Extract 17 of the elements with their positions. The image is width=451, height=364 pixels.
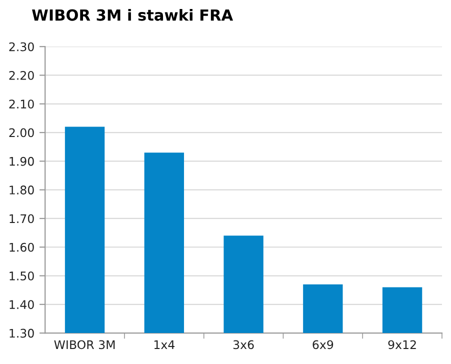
x-tick-label: 3x6	[233, 340, 254, 350]
y-tick-label: 1.70	[10, 214, 34, 224]
y-tick-label: 1.80	[10, 186, 34, 194]
y-tick-label: 2.20	[9, 70, 34, 80]
x-tick-label: 1x4	[154, 340, 175, 349]
y-tick-label: 1.90	[10, 156, 34, 166]
x-tick-label: WIBOR 3M	[54, 340, 115, 350]
y-tick-label: 1.30	[10, 328, 34, 338]
y-tick-label: 2.10	[9, 100, 34, 109]
y-tick-label: 1.50	[10, 271, 34, 280]
x-tick-label: 6x9	[312, 340, 334, 350]
y-tick-label: 2.30	[9, 42, 34, 52]
chart-title: WIBOR 3M i stawki FRA	[32, 8, 234, 21]
y-tick-label: 1.40	[10, 300, 34, 310]
y-tick-label: 2.00	[9, 128, 34, 138]
y-tick-label: 1.60	[10, 242, 34, 252]
x-tick-label: 9x12	[388, 340, 416, 350]
